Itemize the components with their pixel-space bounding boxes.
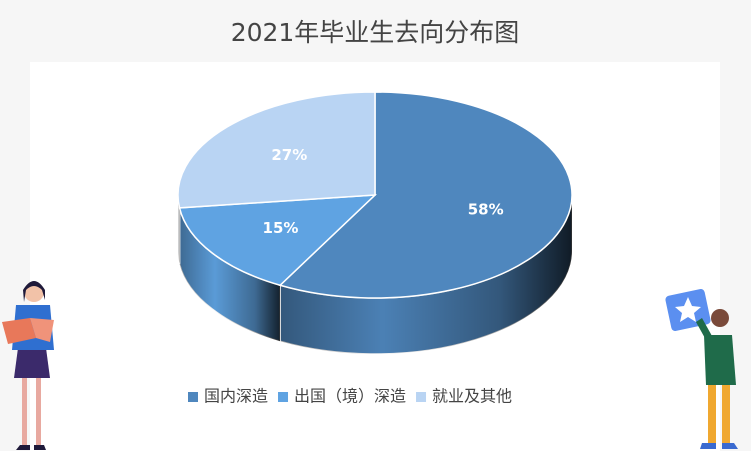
slice-side-shade	[280, 195, 573, 355]
slice-side-shade	[179, 207, 281, 342]
leg	[36, 345, 41, 445]
legend-label: 国内深造	[204, 387, 268, 406]
data-label: 58%	[468, 200, 504, 218]
book	[30, 318, 54, 342]
head	[711, 309, 729, 327]
shoes	[700, 443, 738, 449]
slice	[278, 91, 573, 299]
leg	[22, 345, 27, 445]
legend: 国内深造 出国（境）深造 就业及其他	[188, 387, 512, 406]
legend-swatch	[278, 392, 289, 402]
skirt	[14, 348, 50, 378]
legend-swatch	[188, 392, 198, 402]
illustration-right	[665, 288, 738, 449]
slice	[178, 194, 378, 287]
data-label: 27%	[271, 146, 307, 164]
chart-title: 2021年毕业生去向分布图	[231, 18, 520, 47]
legend-label: 就业及其他	[432, 387, 512, 406]
jacket	[704, 335, 736, 385]
illustration-left	[2, 281, 54, 450]
data-label: 15%	[263, 219, 299, 237]
book	[2, 318, 36, 344]
slice-side-shade	[178, 195, 180, 264]
arm	[696, 318, 712, 340]
shoes	[16, 445, 46, 450]
legend-swatch	[416, 392, 427, 402]
star	[675, 297, 701, 322]
hair	[23, 281, 45, 302]
pie: 58% 15% 27%	[177, 91, 573, 355]
leg	[708, 385, 716, 443]
slice	[177, 91, 376, 209]
legend-label: 出国（境）深造	[294, 387, 406, 406]
leg	[722, 385, 730, 443]
